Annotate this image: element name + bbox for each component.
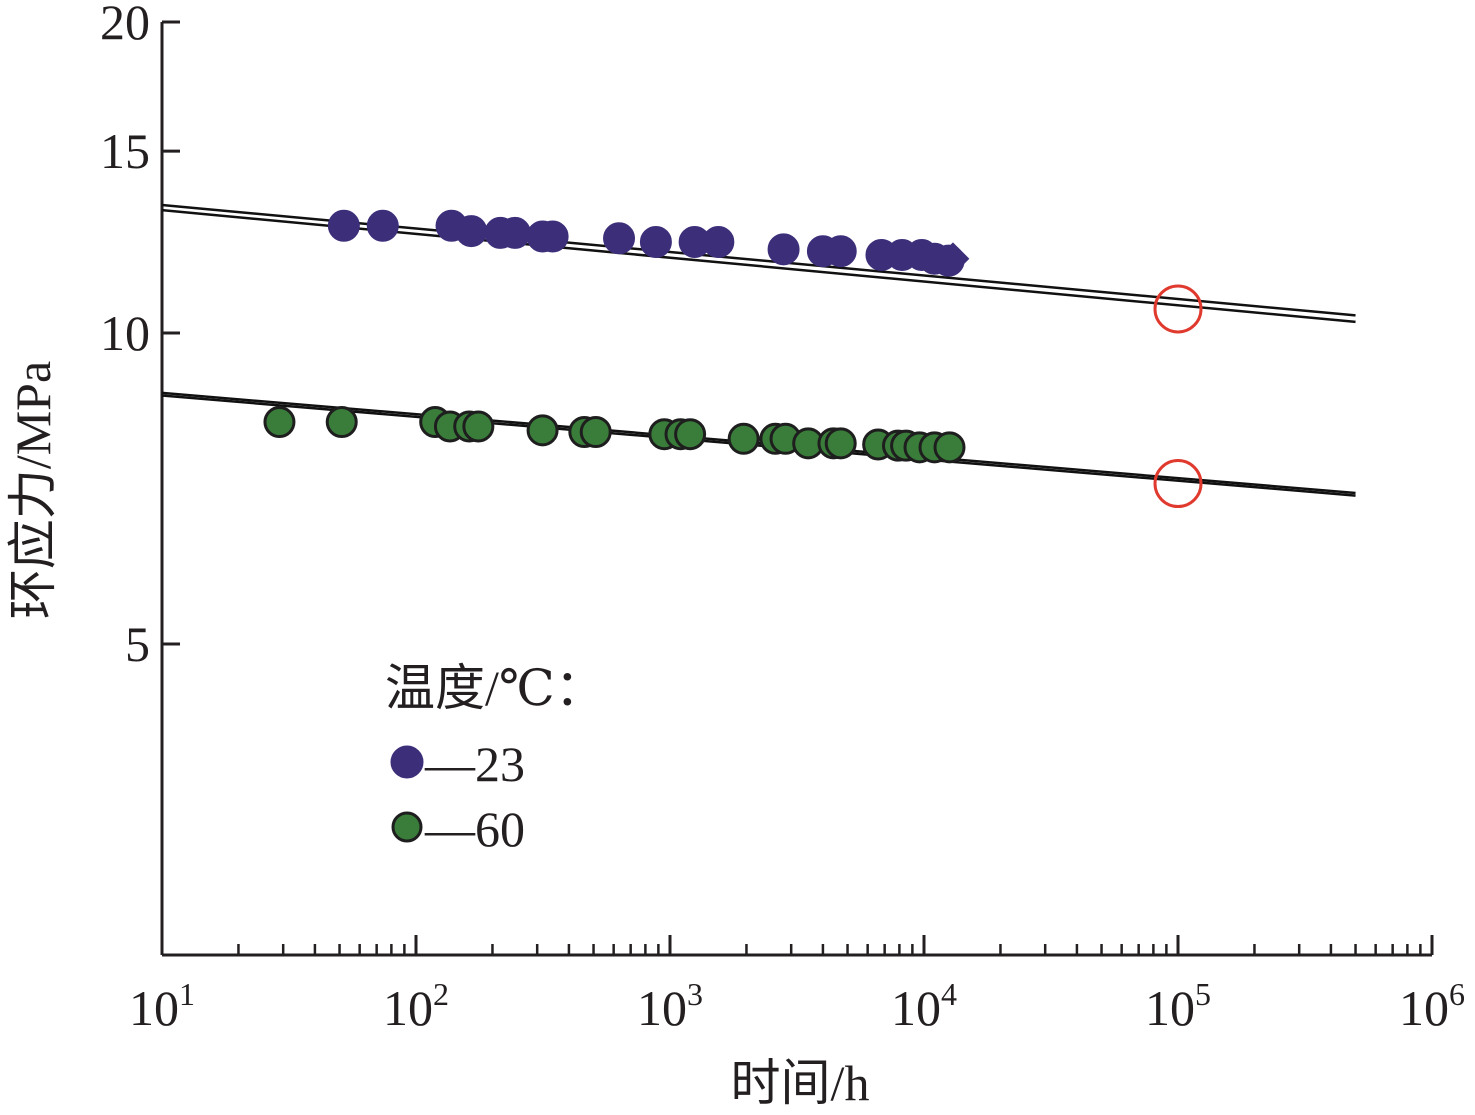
extrapolated-marker-60 — [1153, 459, 1203, 509]
data-point-60 — [824, 427, 857, 460]
x-tick-label: 106 — [1399, 976, 1465, 1036]
data-point-23 — [702, 225, 735, 258]
legend-title: 温度/℃： — [385, 660, 605, 716]
extrapolation-markers — [1153, 284, 1203, 509]
data-point-60 — [325, 406, 358, 439]
data-point-60 — [674, 418, 707, 451]
data-point-60 — [933, 431, 966, 464]
data-point-23 — [366, 209, 399, 242]
data-point-23 — [767, 233, 800, 266]
data-point-23 — [603, 222, 636, 255]
extrapolated-marker-23 — [1153, 284, 1203, 334]
x-tick-label: 101 — [129, 976, 195, 1036]
fit-lines — [161, 203, 1356, 497]
y-axis-title: 环应力/MPa — [5, 361, 61, 619]
data-point-23 — [536, 220, 569, 253]
data-point-23 — [498, 216, 531, 249]
y-tick-label: 5 — [125, 616, 150, 672]
x-axis-title: 时间/h — [731, 1055, 870, 1110]
data-point-23 — [932, 244, 965, 277]
legend-label-60: —60 — [424, 801, 525, 857]
y-tick-label: 10 — [100, 305, 150, 361]
data-point-23 — [327, 209, 360, 242]
legend: 温度/℃： —23 —60 — [385, 660, 605, 857]
axis-labels: 时间/h 环应力/MPa — [5, 361, 870, 1111]
data-point-60 — [526, 414, 559, 447]
x-tick-label: 105 — [1145, 976, 1211, 1036]
data-point-23 — [824, 235, 857, 268]
x-tick-label: 102 — [383, 976, 449, 1036]
legend-label-23: —23 — [424, 736, 525, 792]
data-point-23 — [455, 215, 488, 248]
data-point-60 — [579, 415, 612, 448]
legend-marker-23 — [390, 745, 424, 779]
data-point-60 — [727, 422, 760, 455]
x-tick-label: 104 — [891, 976, 957, 1036]
y-tick-label: 20 — [100, 0, 150, 50]
data-point-60 — [462, 410, 495, 443]
data-point-23 — [639, 225, 672, 258]
legend-marker-60 — [391, 811, 423, 843]
fit-line-23-0 — [161, 203, 1356, 317]
x-tick-label: 103 — [637, 976, 703, 1036]
data-point-60 — [263, 406, 296, 439]
data-points — [263, 209, 970, 464]
y-tick-label: 15 — [100, 123, 150, 179]
